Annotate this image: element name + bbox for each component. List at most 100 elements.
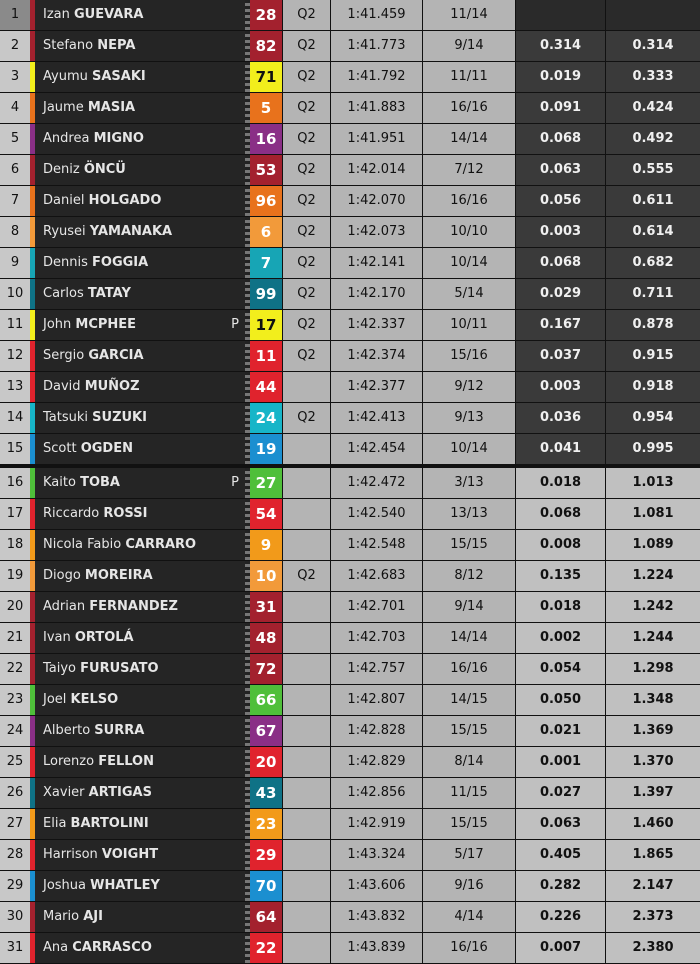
checker-strip: [245, 623, 250, 653]
laps: 15/16: [422, 341, 515, 371]
result-row: 3 Ayumu SASAKI 71 Q2 1:41.792 11/11 0.019 0.333: [0, 62, 700, 93]
rider-name: Dennis FOGGIA: [35, 248, 245, 278]
pit-flag: P: [231, 317, 239, 332]
gap-first: 1.298: [605, 654, 700, 684]
first-name: Ana: [43, 940, 69, 955]
lap-time: 1:42.829: [330, 747, 422, 777]
session: Q2: [282, 403, 330, 433]
team-strip: [30, 623, 35, 653]
rider-number: 66: [250, 685, 282, 715]
gap-previous: 0.063: [515, 809, 605, 839]
gap-first: 1.013: [605, 468, 700, 498]
rider-name: Carlos TATAY: [35, 279, 245, 309]
laps: 9/12: [422, 372, 515, 402]
checker-strip: [245, 809, 250, 839]
gap-previous: 0.063: [515, 155, 605, 185]
gap-previous: 0.091: [515, 93, 605, 123]
last-name: BARTOLINI: [70, 816, 149, 831]
gap-previous: 0.054: [515, 654, 605, 684]
result-row: 17 Riccardo ROSSI 54 1:42.540 13/13 0.068 1.08…: [0, 499, 700, 530]
gap-previous: 0.405: [515, 840, 605, 870]
position: 18: [0, 530, 30, 560]
rider-name: Deniz ÖNCÜ: [35, 155, 245, 185]
team-strip: [30, 468, 35, 498]
result-row: 10 Carlos TATAY 99 Q2 1:42.170 5/14 0.029 0.711: [0, 279, 700, 310]
session: [282, 468, 330, 498]
session: Q2: [282, 279, 330, 309]
position: 25: [0, 747, 30, 777]
position: 8: [0, 217, 30, 247]
gap-first: 1.081: [605, 499, 700, 529]
position: 11: [0, 310, 30, 340]
gap-first: 0.492: [605, 124, 700, 154]
gap-first: 1.369: [605, 716, 700, 746]
first-name: Deniz: [43, 162, 80, 177]
lap-time: 1:42.548: [330, 530, 422, 560]
session: Q2: [282, 0, 330, 30]
session: [282, 434, 330, 464]
first-name: Ryusei: [43, 224, 86, 239]
checker-strip: [245, 310, 250, 340]
team-strip: [30, 592, 35, 622]
gap-first: 0.918: [605, 372, 700, 402]
laps: 14/15: [422, 685, 515, 715]
position: 12: [0, 341, 30, 371]
gap-first: 1.370: [605, 747, 700, 777]
first-name: Alberto: [43, 723, 91, 738]
lap-time: 1:43.832: [330, 902, 422, 932]
rider-name: Izan GUEVARA: [35, 0, 245, 30]
rider-number: 10: [250, 561, 282, 591]
rider-name: Stefano NEPA: [35, 31, 245, 61]
gap-previous: 0.002: [515, 623, 605, 653]
result-row: 20 Adrian FERNANDEZ 31 1:42.701 9/14 0.018 1.2…: [0, 592, 700, 623]
lap-time: 1:43.839: [330, 933, 422, 963]
checker-strip: [245, 871, 250, 901]
rider-name: Tatsuki SUZUKI: [35, 403, 245, 433]
result-row: 1 Izan GUEVARA 28 Q2 1:41.459 11/14: [0, 0, 700, 31]
session: [282, 902, 330, 932]
team-strip: [30, 186, 35, 216]
checker-strip: [245, 31, 250, 61]
lap-time: 1:42.472: [330, 468, 422, 498]
team-strip: [30, 217, 35, 247]
pit-flag: P: [231, 475, 239, 490]
checker-strip: [245, 186, 250, 216]
session: Q2: [282, 561, 330, 591]
checker-strip: [245, 499, 250, 529]
gap-previous: 0.036: [515, 403, 605, 433]
gap-previous: 0.068: [515, 248, 605, 278]
checker-strip: [245, 685, 250, 715]
team-strip: [30, 809, 35, 839]
first-name: Izan: [43, 7, 70, 22]
rider-number: 82: [250, 31, 282, 61]
position: 21: [0, 623, 30, 653]
session: Q2: [282, 155, 330, 185]
last-name: FELLON: [98, 754, 154, 769]
result-row: 15 Scott OGDEN 19 1:42.454 10/14 0.041 0.995: [0, 434, 700, 465]
checker-strip: [245, 933, 250, 963]
last-name: OGDEN: [80, 441, 133, 456]
rider-number: 5: [250, 93, 282, 123]
position: 31: [0, 933, 30, 963]
laps: 5/17: [422, 840, 515, 870]
result-row: 2 Stefano NEPA 82 Q2 1:41.773 9/14 0.314 0.314: [0, 31, 700, 62]
laps: 13/13: [422, 499, 515, 529]
position: 6: [0, 155, 30, 185]
checker-strip: [245, 530, 250, 560]
lap-time: 1:42.807: [330, 685, 422, 715]
session: [282, 871, 330, 901]
gap-first: 1.224: [605, 561, 700, 591]
position: 26: [0, 778, 30, 808]
result-row: 27 Elia BARTOLINI 23 1:42.919 15/15 0.063 1.46…: [0, 809, 700, 840]
rider-number: 20: [250, 747, 282, 777]
rider-number: 96: [250, 186, 282, 216]
checker-strip: [245, 902, 250, 932]
team-strip: [30, 902, 35, 932]
gap-first: 0.424: [605, 93, 700, 123]
session: [282, 530, 330, 560]
session: Q2: [282, 217, 330, 247]
rider-name: Sergio GARCIA: [35, 341, 245, 371]
lap-time: 1:43.324: [330, 840, 422, 870]
rider-number: 9: [250, 530, 282, 560]
